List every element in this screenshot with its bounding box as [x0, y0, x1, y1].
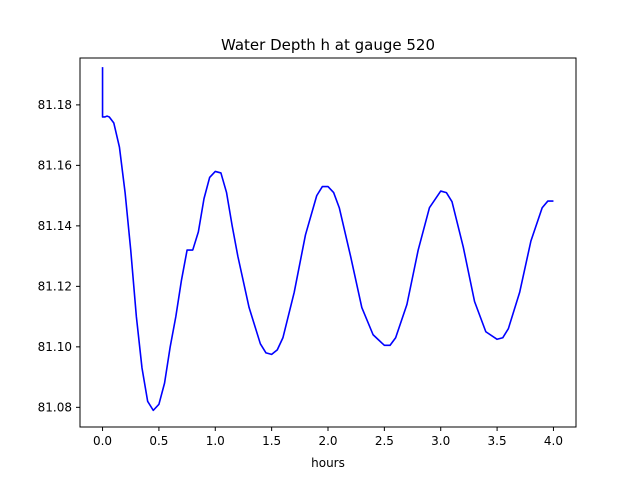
x-tick-label: 2.0 [318, 434, 337, 448]
x-tick-label: 2.5 [375, 434, 394, 448]
x-tick-label: 1.0 [206, 434, 225, 448]
x-tick-label: 0.5 [149, 434, 168, 448]
plot-area [80, 58, 576, 427]
series-line-0 [101, 67, 554, 412]
x-axis-ticks: 0.0 0.5 1.0 1.5 2.0 2.5 3.0 3.5 4.0 [93, 427, 563, 448]
y-tick-label: 81.16 [38, 158, 72, 172]
x-axis-label: hours [311, 456, 345, 470]
y-tick-label: 81.18 [38, 98, 72, 112]
x-tick-label: 3.5 [488, 434, 507, 448]
plot-frame [79, 57, 577, 428]
series-layer [101, 67, 554, 412]
x-tick-label: 0.0 [93, 434, 112, 448]
chart-title: Water Depth h at gauge 520 [221, 36, 435, 54]
x-tick-label: 4.0 [544, 434, 563, 448]
x-tick-label: 3.0 [431, 434, 450, 448]
y-axis-ticks: 81.08 81.10 81.12 81.14 81.16 81.18 [38, 98, 80, 414]
x-tick-label: 1.5 [262, 434, 281, 448]
y-tick-label: 81.14 [38, 219, 72, 233]
y-tick-label: 81.10 [38, 340, 72, 354]
y-tick-label: 81.12 [38, 279, 72, 293]
y-tick-label: 81.08 [38, 400, 72, 414]
